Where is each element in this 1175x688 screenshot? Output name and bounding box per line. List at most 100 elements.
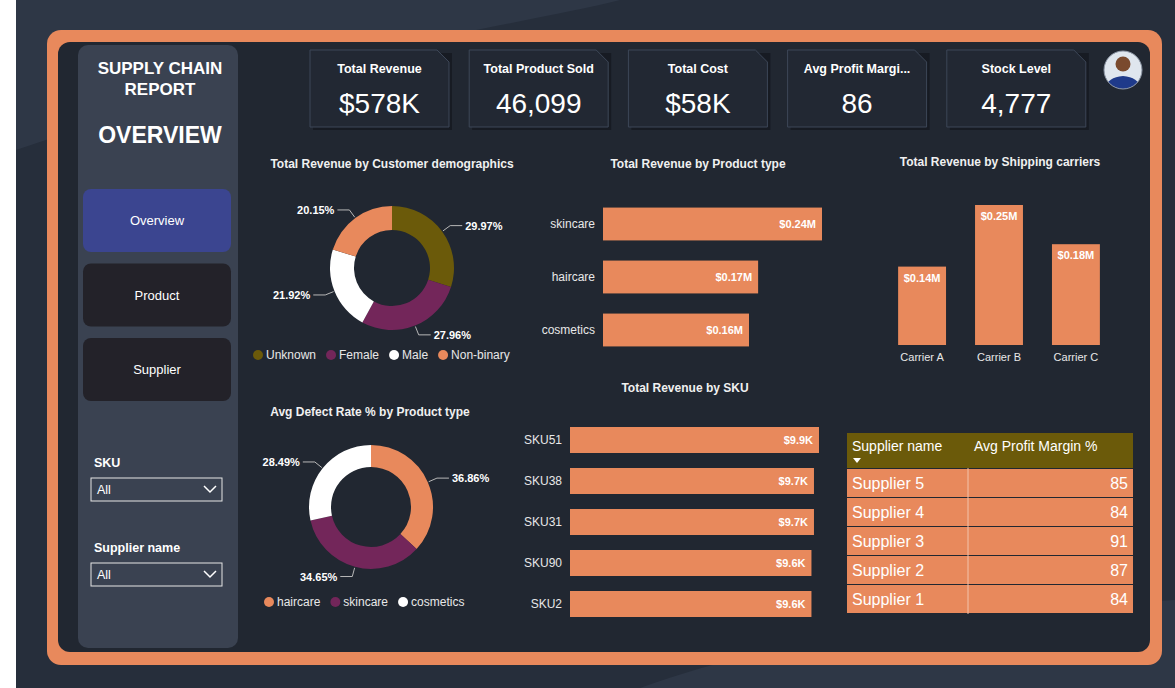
dashboard: SUPPLY CHAINREPORTOVERVIEWOverviewProduc… bbox=[0, 0, 1175, 688]
legend: haircare skincare cosmetics bbox=[264, 595, 464, 609]
category-axis: Carrier ACarrier BCarrier C bbox=[884, 345, 1115, 363]
legend-label: haircare bbox=[277, 595, 321, 609]
nav-button-label[interactable]: Overview bbox=[130, 213, 185, 228]
bars bbox=[603, 208, 822, 347]
avatar[interactable] bbox=[1104, 51, 1142, 92]
tick-label: Carrier B bbox=[977, 351, 1021, 363]
kpi-card-bg bbox=[947, 50, 1086, 127]
kpi-card-bg bbox=[310, 50, 449, 127]
donut bbox=[330, 206, 454, 330]
nav-button[interactable]: Supplier bbox=[83, 338, 231, 401]
leader-line bbox=[337, 210, 354, 217]
legend-label: skincare bbox=[343, 595, 388, 609]
legend-label: cosmetics bbox=[411, 595, 464, 609]
nav-button-bg[interactable] bbox=[83, 264, 231, 327]
bar bbox=[570, 468, 814, 494]
kpi-label: Total Product Sold bbox=[484, 62, 594, 76]
nav-button-bg[interactable] bbox=[83, 189, 231, 252]
nav-button-label[interactable]: Product bbox=[135, 288, 180, 303]
data-labels: $9.9K$9.7K$9.7K$9.6K$9.6K bbox=[776, 434, 813, 610]
table-row-bg bbox=[847, 556, 1133, 584]
chart-title: Total Revenue by Product type bbox=[610, 157, 785, 171]
chart-title: Avg Defect Rate % by Product type bbox=[270, 405, 470, 419]
axis-line bbox=[884, 345, 1115, 346]
bar bbox=[603, 314, 749, 347]
legend-swatch bbox=[264, 597, 274, 607]
nav-button[interactable]: Product bbox=[83, 264, 231, 327]
nav-button[interactable]: Overview bbox=[83, 189, 231, 252]
tick-label: Carrier A bbox=[900, 351, 944, 363]
table-header[interactable]: Avg Profit Margin % bbox=[974, 438, 1097, 454]
filter-dropdown[interactable]: All bbox=[91, 478, 222, 501]
kpi-card-bg bbox=[628, 50, 767, 127]
data-label: $0.25M bbox=[981, 210, 1018, 222]
data-label: $9.7K bbox=[779, 516, 808, 528]
text-line: REPORT bbox=[125, 80, 196, 99]
donut-slice bbox=[309, 445, 371, 520]
table-header[interactable]: Supplier name bbox=[852, 438, 942, 454]
leader-line bbox=[303, 462, 322, 468]
dropdown-box[interactable] bbox=[91, 563, 222, 586]
data-label: 34.65% bbox=[300, 571, 338, 583]
dropdown-value[interactable]: All bbox=[97, 568, 111, 582]
data-label: 36.86% bbox=[452, 472, 490, 484]
table-cell: 85 bbox=[1110, 475, 1128, 492]
supplier-table: Supplier name Avg Profit Margin % Supplier… bbox=[847, 433, 1133, 614]
tick: cosmetics bbox=[542, 323, 603, 337]
filter-dropdown[interactable]: All bbox=[91, 563, 222, 586]
table-cell: 84 bbox=[1110, 591, 1128, 608]
kpi-label: Total Revenue bbox=[337, 62, 422, 76]
data-labels: 29.97%27.96%21.92%20.15% bbox=[273, 204, 503, 341]
nav-button-label[interactable]: Supplier bbox=[133, 362, 181, 377]
avatar-ring[interactable] bbox=[1104, 51, 1142, 89]
legend-label: Non-binary bbox=[451, 348, 510, 362]
bars bbox=[898, 205, 1100, 345]
leader-line bbox=[313, 292, 333, 295]
kpi-value: $578K bbox=[339, 88, 420, 119]
sidebar bbox=[78, 45, 238, 648]
tick-label: cosmetics bbox=[542, 323, 595, 337]
donut-slice bbox=[310, 516, 416, 569]
background-curve bbox=[16, 0, 620, 150]
leader-line bbox=[443, 226, 462, 231]
dropdown-box[interactable] bbox=[91, 478, 222, 501]
category-axis: SKU51SKU38SKU31SKU90SKU2 bbox=[524, 420, 571, 625]
table-row-bg bbox=[847, 527, 1133, 555]
kpi-label: Total Cost bbox=[668, 62, 729, 76]
dropdown-chevron[interactable] bbox=[204, 571, 216, 577]
leader-line bbox=[429, 478, 449, 482]
table-cell: Supplier 3 bbox=[852, 533, 924, 550]
table-cell: Supplier 1 bbox=[852, 591, 924, 608]
tick-label: SKU31 bbox=[524, 515, 562, 529]
tick-label: SKU90 bbox=[524, 556, 562, 570]
tick: Carrier B bbox=[977, 345, 1021, 363]
data-label: 29.97% bbox=[465, 220, 503, 232]
report-title: SUPPLY CHAIN REPORT bbox=[98, 59, 223, 99]
kpi-label: Avg Profit Margi... bbox=[804, 62, 911, 76]
legend-swatch bbox=[438, 350, 448, 360]
tick-label: skincare bbox=[550, 217, 595, 231]
data-label: 20.15% bbox=[297, 204, 335, 216]
avatar-head[interactable] bbox=[1116, 57, 1131, 72]
legend-item: Unknown bbox=[253, 348, 316, 362]
leader-line bbox=[415, 327, 430, 335]
data-label: $0.17M bbox=[715, 271, 752, 283]
dropdown-value[interactable]: All bbox=[97, 483, 111, 497]
kpi-card: Total Cost$58K bbox=[628, 50, 770, 130]
text-line: SUPPLY CHAIN bbox=[98, 59, 223, 78]
dropdown-chevron[interactable] bbox=[204, 486, 216, 492]
data-label: 27.96% bbox=[434, 329, 472, 341]
kpi-value: 4,777 bbox=[981, 88, 1051, 119]
filter-label: SKU bbox=[94, 456, 120, 470]
avatar-figure[interactable] bbox=[1104, 57, 1142, 93]
category-axis: skincarehaircarecosmetics bbox=[542, 198, 604, 357]
legend-label: Unknown bbox=[266, 348, 316, 362]
tick-label: SKU51 bbox=[524, 433, 562, 447]
table-cell: Supplier 2 bbox=[852, 562, 924, 579]
table-cell: 84 bbox=[1110, 504, 1128, 521]
page-background bbox=[0, 0, 1175, 688]
sort-indicator[interactable] bbox=[853, 458, 861, 463]
nav-button-bg[interactable] bbox=[83, 338, 231, 401]
legend-label: Male bbox=[402, 348, 428, 362]
donut-slice bbox=[371, 445, 433, 549]
